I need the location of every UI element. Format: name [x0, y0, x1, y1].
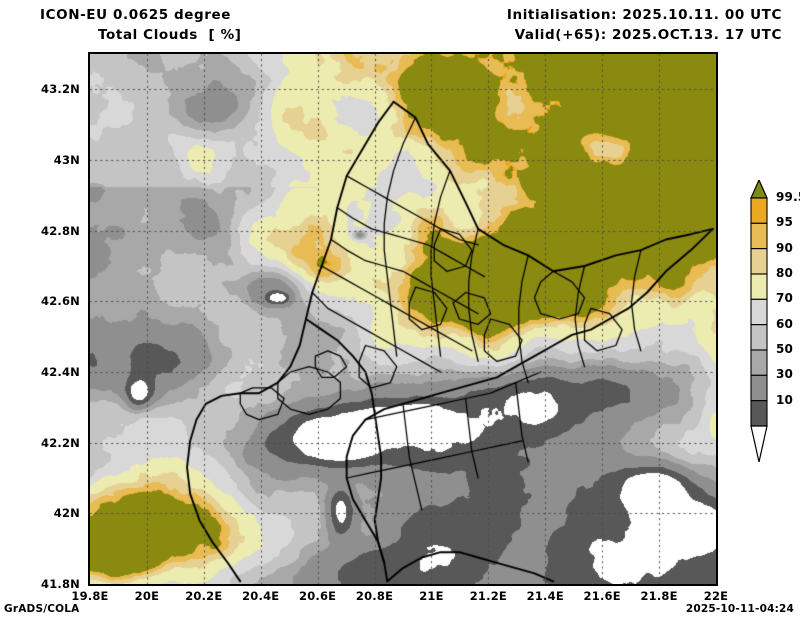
colorbar-band — [750, 374, 768, 402]
colorbar-band — [750, 298, 768, 326]
colorbar-band — [750, 222, 768, 250]
colorbar-over-arrow — [750, 180, 768, 199]
colorbar — [750, 180, 768, 462]
lon-tick-label: 20E — [134, 589, 160, 603]
lat-tick-label: 42N — [53, 506, 80, 521]
colorbar-tick-label: 95 — [776, 215, 794, 230]
colorbar-tick-label: 99.5 — [776, 190, 800, 204]
colorbar-band — [750, 197, 768, 224]
lon-tick-label: 20.6E — [299, 589, 337, 603]
model-title: ICON-EU 0.0625 degree — [40, 7, 232, 23]
lon-tick-label: 20.4E — [242, 589, 280, 603]
lat-tick-label: 42.2N — [41, 435, 80, 450]
colorbar-tick-label: 50 — [776, 342, 794, 356]
field-title: Total Clouds [ %] — [98, 27, 242, 43]
generated-label: 2025-10-11-04:24 — [685, 603, 794, 615]
colorbar-band — [750, 248, 768, 275]
lat-tick-label: 42.8N — [41, 223, 80, 238]
initialisation-label: Initialisation: 2025.10.11. 00 UTC — [506, 7, 782, 23]
map-plot-area — [88, 52, 718, 586]
lon-tick-label: 20.8E — [355, 589, 394, 603]
producer-label: GrADS/COLA — [4, 603, 80, 615]
lat-tick-label: 42.4N — [41, 365, 80, 379]
lon-tick-label: 21.2E — [469, 589, 507, 603]
lon-tick-label: 19.8E — [71, 589, 109, 603]
lon-tick-label: 21.4E — [526, 589, 564, 603]
colorbar-tick-label: 70 — [776, 291, 794, 306]
colorbar-band — [750, 273, 768, 300]
lon-tick-label: 21.8E — [640, 589, 678, 603]
valid-time-label: Valid(+65): 2025.OCT.13. 17 UTC — [514, 27, 782, 43]
colorbar-tick-label: 10 — [776, 392, 794, 407]
lon-tick-label: 20.2E — [185, 589, 223, 603]
lon-tick-label: 21.6E — [583, 589, 621, 603]
lat-tick-label: 43.2N — [41, 82, 80, 97]
colorbar-band — [750, 324, 768, 351]
lat-tick-label: 41.8N — [41, 577, 80, 591]
lon-tick-label: 22E — [703, 589, 729, 603]
lat-tick-label: 43N — [53, 153, 80, 167]
lon-tick-label: 21E — [419, 589, 444, 603]
colorbar-tick-label: 60 — [776, 316, 794, 331]
lat-tick-label: 42.6N — [41, 294, 80, 309]
colorbar-tick-label: 80 — [776, 266, 794, 280]
colorbar-tick-label: 30 — [776, 367, 794, 382]
colorbar-band — [750, 349, 768, 376]
cloud-cover-raster — [90, 54, 716, 584]
colorbar-band — [750, 400, 768, 427]
colorbar-under-arrow — [750, 425, 768, 462]
colorbar-tick-label: 90 — [776, 240, 794, 255]
